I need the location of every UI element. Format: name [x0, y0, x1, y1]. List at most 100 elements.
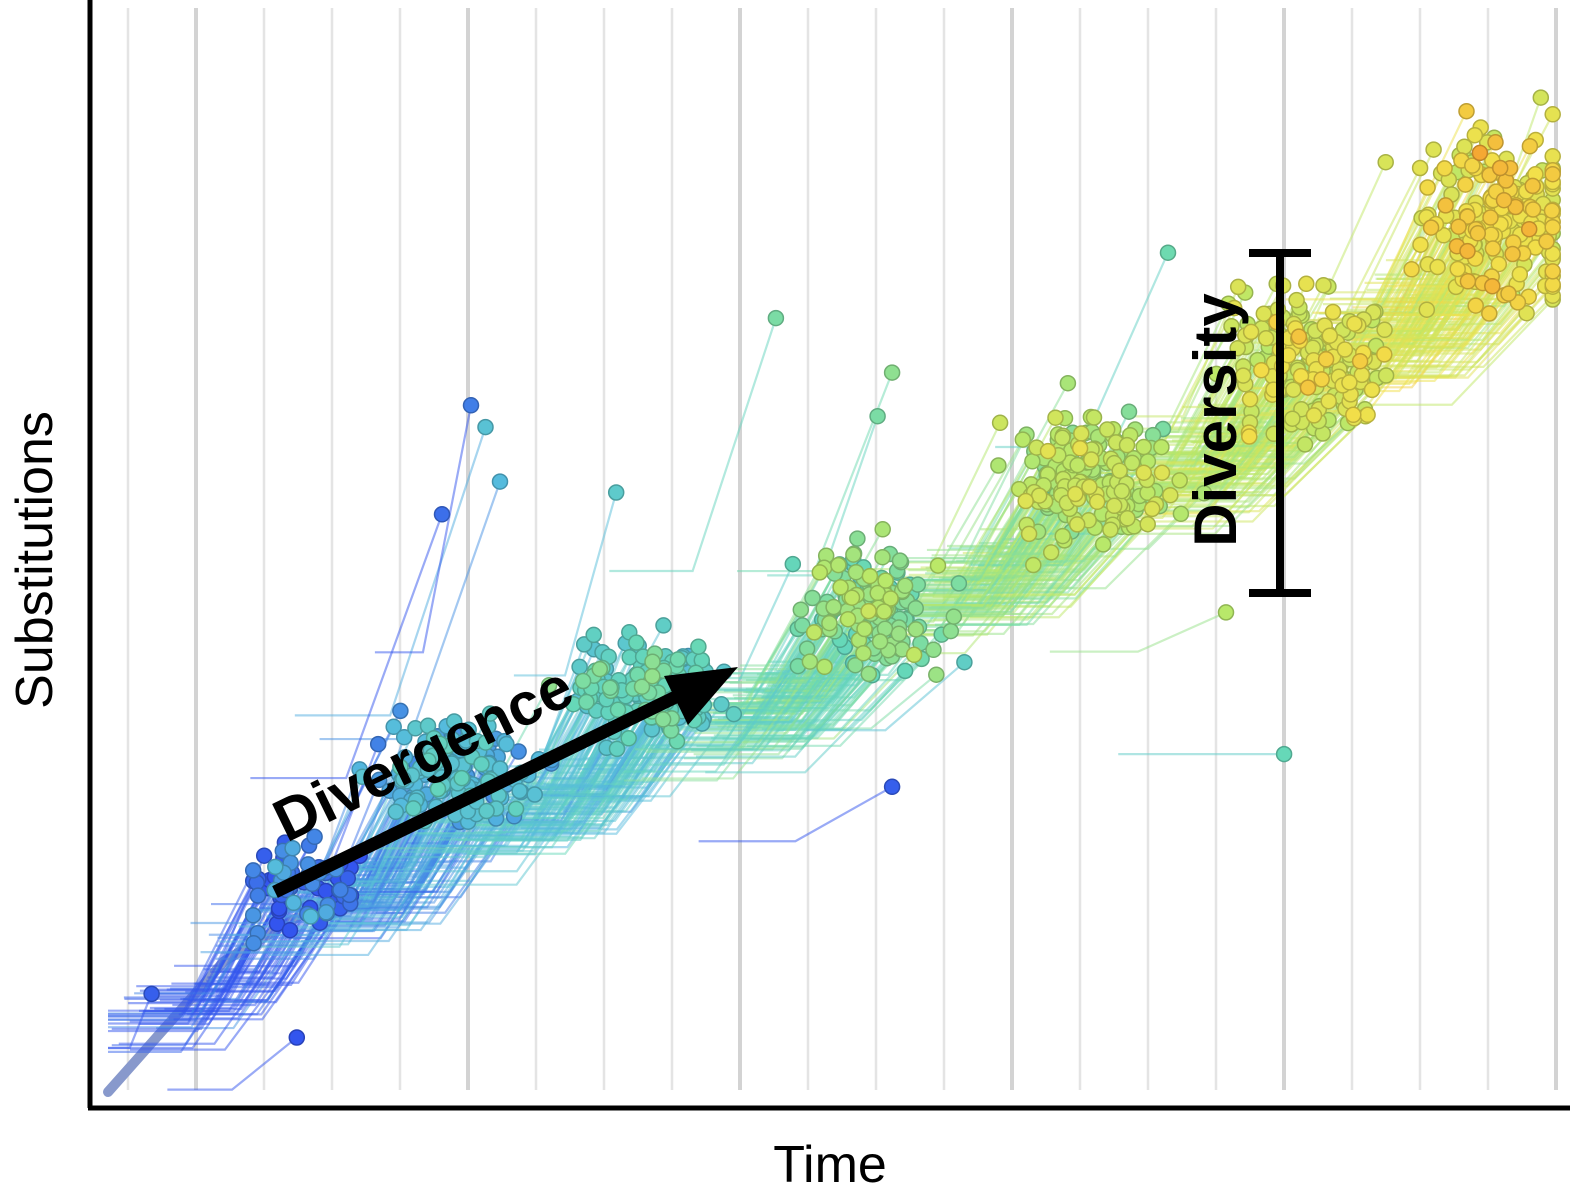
tree-node — [1143, 500, 1161, 518]
tree-node — [1544, 218, 1561, 236]
tree-node — [585, 626, 602, 644]
branch — [250, 513, 443, 780]
tree-node — [1320, 392, 1337, 410]
tree-node — [804, 589, 821, 607]
branch — [991, 505, 1161, 600]
branch — [482, 695, 682, 839]
tree-node — [644, 667, 661, 685]
tree-node — [1153, 464, 1171, 481]
diversity-label: Diversity — [1182, 293, 1249, 547]
tree-node — [306, 828, 323, 846]
tree-node — [1458, 102, 1475, 120]
branch — [1412, 248, 1554, 341]
tree-node — [655, 617, 672, 634]
branch — [1007, 515, 1114, 581]
divergence-arrow-head — [664, 667, 738, 725]
tree-node — [245, 934, 262, 952]
tree-node — [1118, 436, 1136, 454]
tree-node — [1085, 409, 1103, 426]
tree-node — [1490, 255, 1508, 273]
tree-node — [1449, 260, 1466, 278]
tree-node — [1253, 361, 1270, 379]
branch — [725, 633, 858, 724]
tree-node — [1299, 379, 1317, 396]
tree-node — [1459, 273, 1477, 290]
tree-nodes — [143, 89, 1561, 1046]
branch — [746, 649, 935, 747]
tree-node — [1359, 406, 1376, 424]
tree-node — [1059, 374, 1077, 392]
tree-node — [1511, 266, 1529, 283]
tree-node — [433, 506, 451, 523]
tree-node — [1484, 240, 1502, 257]
tree-node — [1123, 454, 1141, 472]
tree-node — [1487, 134, 1504, 151]
tree-node — [1429, 258, 1446, 276]
tree-node — [1376, 321, 1393, 339]
tree-node — [907, 599, 924, 617]
tree-node — [1217, 604, 1235, 621]
tree-node — [1544, 165, 1561, 183]
tree-node — [1315, 276, 1332, 294]
tree-node — [1538, 233, 1555, 250]
tree-node — [387, 803, 405, 821]
tree-node — [1482, 209, 1499, 226]
tree-node — [883, 778, 901, 796]
branch — [609, 317, 777, 573]
tree-node — [845, 546, 862, 563]
tree-node — [1054, 429, 1071, 447]
tree-node — [805, 624, 823, 641]
divergence-arrow-shaft — [272, 684, 693, 898]
tree-node — [462, 397, 480, 414]
tree-node — [1242, 323, 1260, 341]
tree-node — [477, 418, 494, 436]
tree-node — [990, 457, 1007, 474]
tree-node — [607, 484, 625, 501]
tree-node — [1241, 428, 1258, 445]
tree-node — [1464, 157, 1481, 174]
tree-node — [1524, 177, 1541, 195]
tree-node — [281, 921, 299, 939]
tree-node — [1422, 219, 1440, 236]
branch — [995, 252, 1169, 449]
x-axis-label: Time — [773, 1136, 887, 1194]
branch — [411, 668, 607, 837]
tree-node — [890, 625, 908, 643]
branch — [502, 719, 622, 822]
tree-node — [1229, 278, 1247, 296]
tree-node — [875, 603, 893, 620]
tree-node — [1345, 406, 1362, 424]
tree-node — [896, 577, 914, 595]
tree-node — [473, 755, 490, 773]
branch — [407, 680, 608, 847]
tree-node — [861, 567, 879, 585]
tree-node — [460, 721, 477, 739]
tree-node — [1135, 464, 1153, 481]
tree-node — [354, 768, 371, 786]
tree-node — [540, 677, 558, 694]
tree-node — [991, 414, 1009, 432]
tree-node — [1524, 201, 1542, 218]
branch — [1049, 611, 1227, 653]
tree-node — [571, 658, 588, 676]
branch — [215, 799, 413, 960]
tree-node — [369, 735, 387, 753]
branch — [1322, 141, 1489, 306]
tree-node — [478, 802, 495, 820]
tree-node — [794, 617, 811, 634]
tree-node — [905, 646, 923, 664]
tree-node — [370, 771, 388, 789]
branch — [1350, 298, 1554, 406]
tree-node — [1376, 346, 1393, 363]
tree-node — [1321, 327, 1339, 344]
tree-node — [1094, 536, 1112, 553]
branch — [1202, 414, 1369, 497]
tree-node — [453, 769, 470, 787]
tree-node — [1071, 440, 1089, 457]
tree-node — [832, 579, 849, 596]
tree-node — [395, 728, 413, 746]
tree-node — [1135, 438, 1152, 456]
tree-node — [244, 862, 262, 879]
tree-node — [633, 678, 651, 695]
